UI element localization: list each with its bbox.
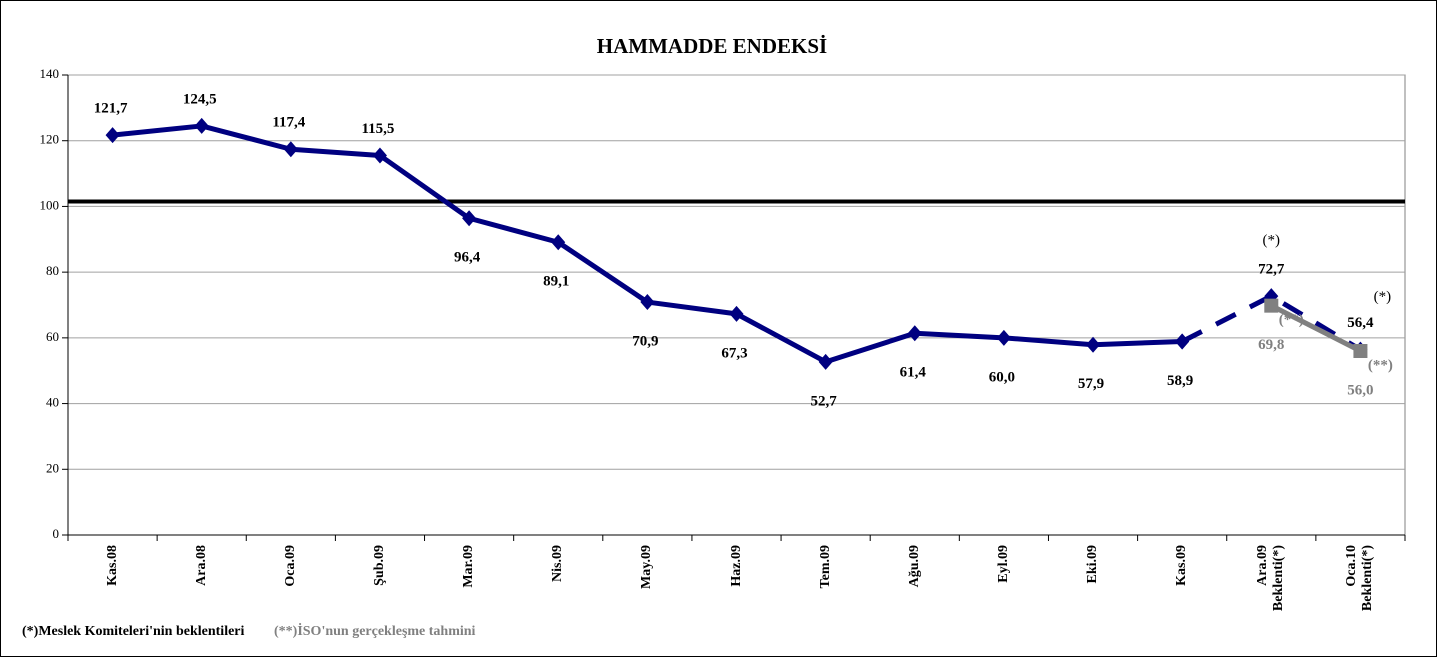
data-label: 56,4 xyxy=(1347,315,1374,331)
marker xyxy=(729,305,744,322)
x-tick-label: Şub.09 xyxy=(371,545,387,586)
x-tick-label: Ara.08 xyxy=(193,545,209,586)
data-label: 67,3 xyxy=(721,345,747,361)
data-label: 117,4 xyxy=(272,115,305,131)
series-line xyxy=(1270,303,1362,354)
y-tick-label: 140 xyxy=(40,66,60,81)
x-tick-label: Tem.09 xyxy=(817,545,833,589)
x-tick-label: Haz.09 xyxy=(728,545,744,587)
x-tick-label: Eyl.09 xyxy=(995,545,1011,583)
note: (*) xyxy=(1374,289,1392,305)
x-tick-label: Eki.09 xyxy=(1084,545,1100,584)
x-tick-label: Mar.09 xyxy=(461,545,477,588)
marker xyxy=(105,127,120,144)
marker xyxy=(1264,298,1279,313)
marker xyxy=(1086,336,1101,353)
note: (**) xyxy=(1279,312,1304,328)
x-tick-label: Oca.10 Beklenti(*) xyxy=(1344,545,1376,612)
marker xyxy=(1353,344,1368,358)
y-tick-label: 60 xyxy=(46,329,59,344)
data-label: 52,7 xyxy=(811,393,838,409)
data-label: 121,7 xyxy=(94,101,128,117)
data-label: 70,9 xyxy=(632,333,658,349)
data-label: 61,4 xyxy=(900,365,927,381)
x-tick-label: Kas.09 xyxy=(1174,545,1190,586)
data-label: 124,5 xyxy=(183,91,217,107)
y-tick-label: 20 xyxy=(46,460,59,475)
legend-entry: (**)İSO'nun gerçekleşme tahmini xyxy=(274,624,476,639)
data-label: 58,9 xyxy=(1167,373,1193,389)
y-tick-label: 40 xyxy=(46,395,59,410)
data-label: 115,5 xyxy=(361,121,394,137)
marker xyxy=(818,353,833,370)
legend-entry: (*)Meslek Komiteleri'nin beklentileri xyxy=(22,624,245,639)
x-tick-label: Kas.08 xyxy=(104,545,120,586)
y-tick-label: 0 xyxy=(53,526,60,541)
note: (**) xyxy=(1368,357,1393,373)
marker xyxy=(996,329,1011,346)
data-label: 56,0 xyxy=(1347,382,1373,398)
marker xyxy=(551,234,566,251)
data-label: 57,9 xyxy=(1078,376,1104,392)
data-label: 96,4 xyxy=(454,250,481,266)
x-tick-label: Nis.09 xyxy=(550,545,566,582)
x-tick-label: Ağu.09 xyxy=(906,545,922,588)
x-tick-label: Oca.09 xyxy=(282,545,298,587)
data-label: 60,0 xyxy=(989,369,1015,385)
x-tick-label: May.09 xyxy=(639,545,655,589)
y-tick-label: 120 xyxy=(40,132,60,147)
chart-title: HAMMADDE ENDEKSİ xyxy=(597,34,827,58)
data-label: 89,1 xyxy=(543,274,569,290)
marker xyxy=(372,147,387,164)
y-tick-label: 80 xyxy=(46,263,59,278)
marker xyxy=(283,141,298,158)
marker xyxy=(462,210,477,227)
marker xyxy=(1175,333,1190,350)
data-label: 69,8 xyxy=(1258,337,1284,353)
marker xyxy=(907,325,922,342)
x-tick-label: Ara.09 Beklenti(*) xyxy=(1255,545,1287,612)
marker xyxy=(640,294,655,311)
series-line xyxy=(1181,293,1362,352)
data-label: 72,7 xyxy=(1258,262,1285,278)
note: (*) xyxy=(1263,233,1281,249)
y-tick-label: 100 xyxy=(40,197,60,212)
marker xyxy=(194,117,209,134)
